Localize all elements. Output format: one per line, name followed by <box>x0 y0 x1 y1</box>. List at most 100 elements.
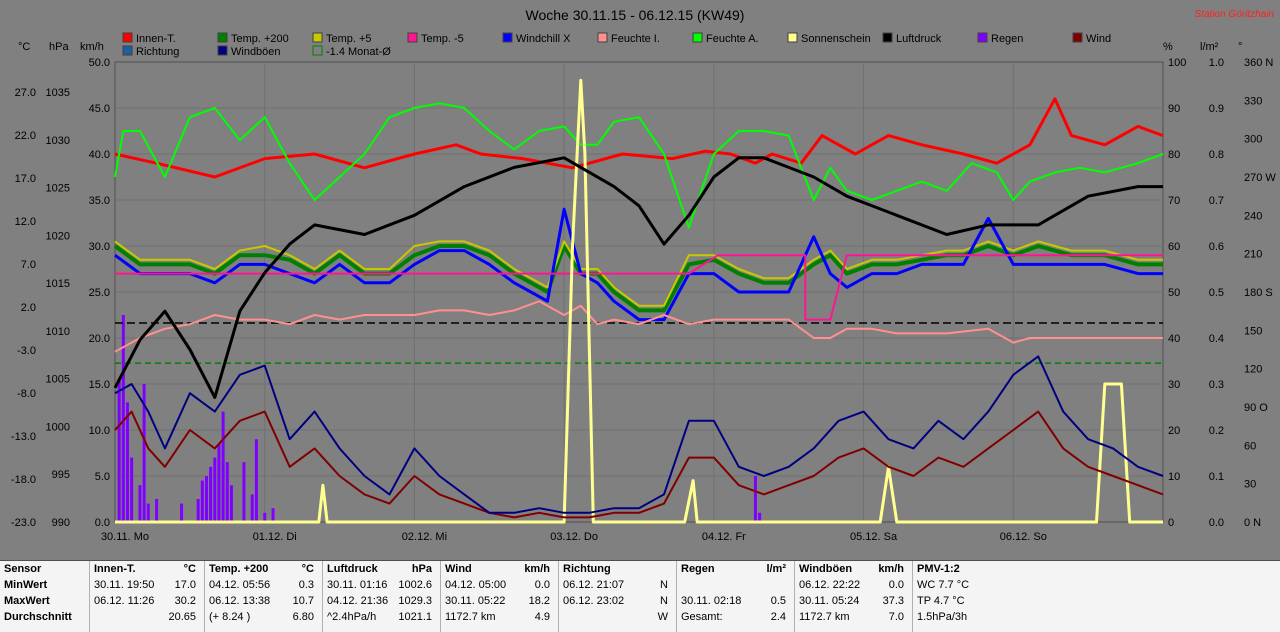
stats-col-innen: Innen-T. °C 30.11. 19:50 17.0 06.12. 11:26… <box>90 561 205 632</box>
legend-label: Richtung <box>136 46 179 58</box>
tick-label-direction: 180 S <box>1244 287 1273 299</box>
tick-label-temp: 2.0 <box>21 302 36 314</box>
stats-row-label: MaxWert <box>4 595 50 607</box>
station-label: Station Göritzhain <box>1195 9 1275 20</box>
stats-header: PMV-1:2 <box>917 563 960 575</box>
x-day-label: 02.12. Mi <box>402 531 447 543</box>
stats-time: 04.12. 21:36 <box>327 595 389 607</box>
x-day-label: 01.12. Di <box>253 531 297 543</box>
tick-label-direction: 240 <box>1244 210 1262 222</box>
legend-label: Luftdruck <box>896 33 942 45</box>
stats-value: 7.0 <box>888 611 904 623</box>
stats-value: 4.9 <box>534 611 550 623</box>
stats-time: 04.12. 05:56 <box>209 579 271 591</box>
stats-header: Luftdruck <box>327 563 378 575</box>
rain-bar <box>121 315 125 522</box>
series-line <box>113 156 1163 399</box>
tick-label-kmh: 45.0 <box>89 103 110 115</box>
rain-bar <box>221 411 225 522</box>
tick-label-temp: 27.0 <box>15 87 36 99</box>
tick-label-percent: 20 <box>1168 425 1180 437</box>
stats-unit: °C <box>301 563 314 575</box>
stats-unit: km/h <box>878 563 904 575</box>
rain-bar <box>155 499 159 522</box>
legend-label: Feuchte A. <box>706 33 759 45</box>
stats-value: 17.0 <box>174 579 196 591</box>
series-line <box>114 102 1164 229</box>
tick-label-direction: 210 <box>1244 249 1262 261</box>
tick-label-direction: 150 <box>1244 325 1262 337</box>
stats-value: 6.80 <box>292 611 314 623</box>
stats-time: 30.11. 05:22 <box>445 595 506 607</box>
tick-label-percent: 70 <box>1168 195 1180 207</box>
legend-swatch <box>692 32 703 43</box>
legend-swatch <box>217 45 228 56</box>
stats-time: 06.12. 13:38 <box>209 595 271 607</box>
stats-header: Regen <box>681 563 715 575</box>
stats-value: 20.65 <box>168 611 196 623</box>
stats-value: 1029.3 <box>398 595 432 607</box>
stats-time: 1172.7 km <box>799 611 850 623</box>
rain-bar <box>142 384 146 522</box>
stats-time: 04.12. 05:00 <box>445 579 507 591</box>
stats-value: 0.0 <box>534 579 550 591</box>
tick-label-rain: 0.6 <box>1209 241 1224 253</box>
tick-label-kmh: 30.0 <box>89 241 110 253</box>
series-line <box>115 78 1163 524</box>
tick-label-percent: 40 <box>1168 333 1180 345</box>
tick-label-temp: 7.0 <box>21 259 36 271</box>
stats-col-regen: Regen l/m² 30.11. 02:18 0.5 Gesamt: 2.4 <box>677 561 795 632</box>
stats-col-richtung: Richtung 06.12. 21:07 N 06.12. 23:02 N W <box>559 561 677 632</box>
unit-kmh: km/h <box>80 41 104 53</box>
stats-time: 06.12. 11:26 <box>94 595 155 607</box>
tick-label-hpa: 1000 <box>46 421 70 433</box>
stats-value: 0.3 <box>298 579 314 591</box>
stats-header: Sensor <box>4 563 42 575</box>
tick-label-hpa: 1010 <box>46 326 70 338</box>
tick-label-direction: 0 N <box>1244 517 1261 529</box>
legend-label: Windböen <box>231 46 281 58</box>
rain-bar <box>263 512 267 522</box>
legend-label: Temp. +5 <box>326 33 372 45</box>
tick-label-kmh: 25.0 <box>89 287 110 299</box>
rain-bar <box>200 480 204 522</box>
stats-unit: °C <box>183 563 196 575</box>
x-day-label: 06.12. So <box>1000 531 1047 543</box>
stats-col-luftdruck: Luftdruck hPa 30.11. 01:16 1002.6 04.12. 2… <box>323 561 441 632</box>
stats-value: 37.3 <box>882 595 904 607</box>
tick-label-direction: 30 <box>1244 479 1256 491</box>
legend-label: Sonnenschein <box>801 33 871 45</box>
stats-value: 1.5hPa/3h <box>917 611 968 623</box>
rain-bar <box>217 443 221 522</box>
legend-label: Windchill X <box>516 33 571 45</box>
stats-unit: l/m² <box>766 563 786 575</box>
rain-bar <box>138 485 142 522</box>
tick-label-rain: 0.4 <box>1209 333 1224 345</box>
tick-label-direction: 300 <box>1244 134 1262 146</box>
tick-label-kmh: 0.0 <box>95 517 110 529</box>
unit-rain: l/m² <box>1200 41 1219 53</box>
tick-label-kmh: 20.0 <box>89 333 110 345</box>
legend-swatch <box>502 32 513 43</box>
tick-label-percent: 50 <box>1168 287 1180 299</box>
stats-time: 30.11. 19:50 <box>94 579 155 591</box>
tick-label-kmh: 15.0 <box>89 379 110 391</box>
rain-bar <box>196 499 200 522</box>
legend-swatch <box>787 32 798 43</box>
stats-unit: km/h <box>524 563 550 575</box>
tick-label-temp: -23.0 <box>11 517 36 529</box>
legend-label: Temp. +200 <box>231 33 289 45</box>
stats-time: ^2.4hPa/h <box>327 611 377 623</box>
stats-value: 1002.6 <box>398 579 432 591</box>
rain-bar <box>125 402 129 522</box>
rain-bars <box>117 315 762 522</box>
tick-label-percent: 80 <box>1168 149 1180 161</box>
legend-label: -1.4 Monat-Ø <box>326 46 391 58</box>
tick-label-rain: 1.0 <box>1209 57 1224 69</box>
tick-label-percent: 10 <box>1168 471 1180 483</box>
tick-label-percent: 90 <box>1168 103 1180 115</box>
tick-label-temp: -18.0 <box>11 474 36 486</box>
tick-label-direction: 90 O <box>1244 402 1268 414</box>
tick-label-hpa: 1030 <box>46 135 70 147</box>
stats-col-pmv: PMV-1:2 WC 7.7 °C TP 4.7 °C 1.5hPa/3h <box>913 561 1053 632</box>
